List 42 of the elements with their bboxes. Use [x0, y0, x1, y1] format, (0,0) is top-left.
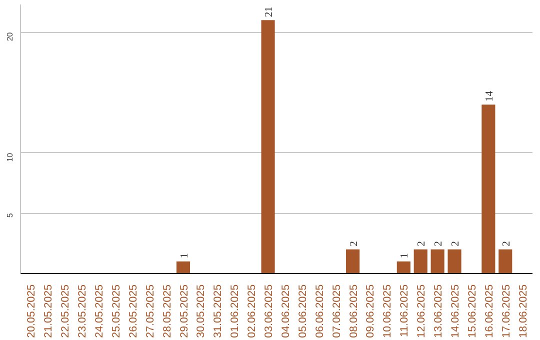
- y-tick-label: 20: [6, 32, 14, 42]
- x-tick-label: 25.05.2025: [110, 284, 122, 338]
- x-tick-label: 20.05.2025: [26, 284, 38, 338]
- x-tick-label: 08.06.2025: [348, 284, 360, 338]
- x-tick-label: 24.05.2025: [93, 284, 106, 338]
- data-label: 2: [434, 241, 445, 246]
- y-tick-label: 10: [6, 152, 14, 162]
- x-tick-label: 01.06.2025: [229, 284, 242, 338]
- x-tick-label: 03.06.2025: [263, 284, 276, 338]
- x-tick-label: 16.06.2025: [483, 284, 496, 338]
- data-label: 1: [400, 253, 411, 258]
- data-label: 2: [501, 241, 512, 246]
- data-label: 1: [179, 253, 190, 258]
- data-label: 2: [450, 241, 462, 246]
- x-tick-label: 09.06.2025: [364, 284, 377, 338]
- x-tick-label: 21.05.2025: [42, 284, 55, 338]
- data-label: 21: [264, 6, 276, 18]
- x-tick-label: 11.06.2025: [398, 284, 411, 338]
- x-tick-label: 30.05.2025: [195, 284, 208, 338]
- x-tick-label: 31.05.2025: [212, 284, 224, 338]
- x-tick-label: 10.06.2025: [382, 284, 394, 338]
- x-tick-label: 06.06.2025: [314, 284, 326, 338]
- x-tick-label: 14.06.2025: [450, 284, 462, 338]
- x-tick-label: 15.06.2025: [466, 284, 478, 338]
- x-tick-label: 02.06.2025: [246, 284, 258, 338]
- x-tick-label: 07.06.2025: [330, 284, 343, 338]
- x-tick-label: 26.05.2025: [127, 284, 140, 338]
- x-tick-label: 17.06.2025: [500, 284, 512, 338]
- x-tick-label: 13.06.2025: [432, 284, 445, 338]
- x-tick-label: 12.06.2025: [416, 284, 428, 338]
- x-tick-label: 29.05.2025: [178, 284, 190, 338]
- data-label: 2: [416, 241, 428, 246]
- data-label: 14: [484, 90, 496, 102]
- x-tick-label: 22.05.2025: [60, 284, 72, 338]
- y-tick-label: 5: [6, 212, 14, 218]
- data-label: 2: [348, 241, 360, 246]
- x-tick-label: 28.05.2025: [161, 284, 174, 338]
- x-tick-label: 27.05.2025: [144, 284, 156, 338]
- x-tick-label: 05.06.2025: [296, 284, 309, 338]
- x-tick-label: 23.05.2025: [76, 284, 89, 338]
- x-tick-label: 18.06.2025: [517, 284, 530, 338]
- x-tick-label: 04.06.2025: [280, 284, 292, 338]
